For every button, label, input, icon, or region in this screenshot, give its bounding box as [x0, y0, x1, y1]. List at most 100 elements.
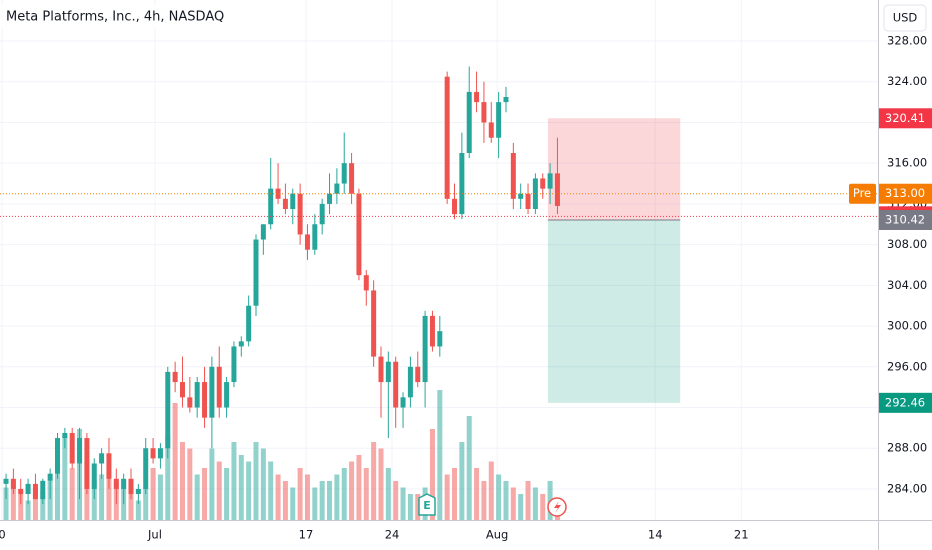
candle-body	[452, 198, 458, 215]
candle-body	[319, 203, 325, 225]
price-tag: Pre	[853, 186, 871, 200]
currency-label[interactable]: USD	[893, 11, 918, 25]
price-label-bg	[879, 108, 932, 129]
volume-bar	[179, 442, 185, 520]
candle-body	[10, 478, 16, 489]
candle-body	[334, 183, 340, 194]
candle-body	[113, 478, 119, 489]
x-tick-label: 21	[734, 528, 749, 542]
candle-body	[224, 382, 230, 408]
price-label-bg	[879, 183, 932, 204]
x-tick-label: Aug	[486, 528, 508, 542]
volume-bar	[437, 390, 443, 520]
price-label: 313.00	[885, 186, 925, 200]
volume-bar	[231, 442, 237, 520]
title-bg	[0, 5, 232, 29]
candle-body	[260, 224, 266, 240]
candle-body	[268, 188, 274, 225]
volume-bar	[319, 481, 325, 520]
volume-bar	[54, 442, 60, 520]
earnings-icon[interactable]	[418, 493, 436, 516]
y-tick-label: 304.00	[887, 278, 927, 292]
candle-body	[510, 153, 516, 199]
volume-bar	[69, 468, 75, 520]
candle-body	[312, 224, 318, 250]
candle-body	[503, 97, 509, 103]
volume-bar	[209, 448, 215, 520]
candle-body	[356, 193, 362, 276]
position-tool	[547, 118, 681, 403]
grid	[0, 0, 878, 520]
volume-bar	[282, 481, 288, 520]
candle-body	[209, 366, 215, 418]
x-tick-label: 14	[648, 528, 663, 542]
candle-body	[165, 371, 171, 449]
candle-body	[172, 371, 178, 383]
volume-bar	[246, 461, 252, 520]
price-label: 320.41	[885, 111, 925, 125]
volume-bar	[327, 481, 333, 520]
candle-body	[282, 198, 288, 209]
volume-bar	[349, 461, 355, 520]
dividend-marker[interactable]	[547, 497, 567, 517]
volume-bar	[334, 474, 340, 520]
volume-bar	[275, 474, 281, 520]
volume-bar	[488, 461, 494, 520]
volume-bar	[385, 468, 391, 520]
y-tick-label: 328.00	[887, 34, 927, 48]
candle-body	[400, 397, 406, 408]
volume-bar	[378, 448, 384, 520]
candle-body	[194, 382, 200, 408]
candle-body	[216, 366, 222, 408]
price-label: 310.42	[885, 212, 925, 226]
volume-bar	[356, 455, 362, 520]
volume-bar	[194, 474, 200, 520]
volume-bar	[18, 494, 24, 520]
volume-bar	[268, 461, 274, 520]
earnings-label[interactable]: E	[423, 499, 431, 512]
candle-body	[540, 178, 546, 189]
volume-bar	[525, 481, 531, 520]
candle-body	[547, 173, 553, 189]
volume-bar	[260, 448, 266, 520]
candle-body	[466, 91, 472, 154]
price-tag-bg	[849, 183, 876, 204]
volume-bar	[312, 487, 318, 520]
currency-button[interactable]	[883, 4, 927, 32]
volume-bar	[238, 455, 244, 520]
volume-bar	[157, 474, 163, 520]
volume-bar	[128, 494, 134, 520]
candle-body	[429, 315, 435, 347]
candle-body	[187, 397, 193, 408]
volume-bar	[143, 487, 149, 520]
candle-body	[179, 382, 185, 398]
candle-body	[290, 193, 296, 209]
candle-body	[554, 173, 560, 206]
candle-body	[54, 438, 60, 474]
earnings-marker[interactable]: E	[418, 493, 436, 516]
candle-body	[128, 478, 134, 495]
volume-bar	[341, 468, 347, 520]
chart-title: Meta Platforms, Inc., 4h, NASDAQ	[6, 10, 224, 25]
candle-body	[371, 290, 377, 357]
candle-body	[407, 366, 413, 398]
volume-bar	[510, 487, 516, 520]
volume-bar	[216, 461, 222, 520]
candle-body	[253, 239, 259, 306]
candle-body	[378, 356, 384, 383]
candle-body	[143, 448, 149, 489]
candle-body	[246, 305, 252, 342]
candle-body	[121, 478, 127, 489]
volume-bar	[496, 474, 502, 520]
candle-body	[518, 193, 524, 199]
candle-body	[69, 432, 75, 464]
candle-body	[32, 483, 38, 500]
candle-body	[304, 234, 310, 250]
volume-bar	[466, 416, 472, 520]
volume-bar	[481, 481, 487, 520]
candle-body	[481, 102, 487, 123]
x-tick-label: 24	[385, 528, 400, 542]
candle-body	[444, 76, 450, 199]
